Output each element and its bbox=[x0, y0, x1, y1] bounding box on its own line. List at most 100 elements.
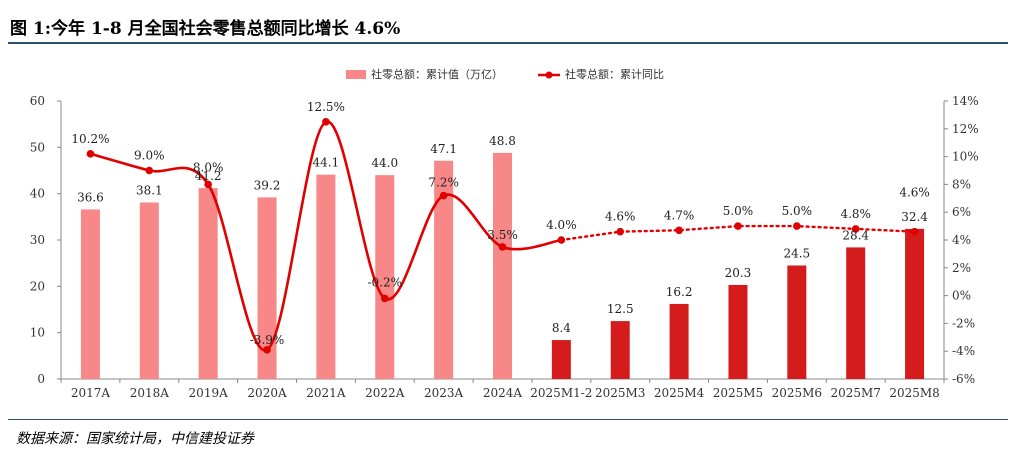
bar-2025M7 bbox=[846, 247, 866, 379]
left-tick-label: 20 bbox=[30, 279, 45, 293]
bar-2024A bbox=[493, 152, 512, 379]
bar-value-label: 32.4 bbox=[901, 210, 928, 224]
data-labels: 36.6 38.1 41.2 39.2 44.1 44.0 47.1 48.8 8.4 12.5 1… bbox=[71, 100, 929, 347]
line-value-label: 4.6% bbox=[899, 186, 930, 200]
line-value-label: -0.2% bbox=[367, 275, 402, 289]
line-value-label: 7.2% bbox=[428, 176, 459, 190]
line-point-2025M7 bbox=[851, 225, 860, 233]
bar-value-label: 24.5 bbox=[783, 246, 810, 260]
chart-title: 图 1:今年 1-8 月全国社会零售总额同比增长 4.6% bbox=[10, 19, 401, 39]
left-tick-label: 0 bbox=[37, 372, 45, 386]
left-tick-label: 40 bbox=[30, 187, 45, 201]
x-tick-label: 2025M3 bbox=[595, 386, 645, 400]
x-tick-label: 2023A bbox=[424, 386, 464, 400]
left-tick-label: 30 bbox=[30, 233, 45, 247]
right-tick-label: 8% bbox=[952, 177, 971, 191]
bar-2021A bbox=[316, 174, 336, 379]
x-tick-label: 2019A bbox=[189, 386, 229, 400]
x-tick-label: 2021A bbox=[306, 386, 346, 400]
line-point-2024A bbox=[498, 243, 507, 251]
bar-2018A bbox=[139, 202, 159, 379]
bar-2025M6 bbox=[787, 265, 807, 379]
line-value-label: 8.0% bbox=[193, 160, 224, 174]
bar-value-label: 47.1 bbox=[430, 142, 457, 156]
x-tick-label: 2017A bbox=[71, 386, 111, 400]
bar-value-label: 48.8 bbox=[489, 134, 516, 148]
right-tick-label: 4% bbox=[952, 233, 971, 247]
bar-value-label: 12.5 bbox=[607, 302, 634, 316]
line-point-2025M3 bbox=[616, 227, 625, 236]
title-divider bbox=[8, 42, 1008, 44]
bars bbox=[80, 152, 925, 379]
line-point-2025M4 bbox=[675, 226, 683, 235]
line-point-2025M5 bbox=[734, 222, 742, 230]
bar-2025M1-2 bbox=[551, 340, 571, 379]
source-divider bbox=[8, 419, 1008, 420]
right-tick-label: -6% bbox=[952, 372, 975, 386]
line-value-label: 4.6% bbox=[605, 210, 636, 224]
bar-2022A bbox=[375, 175, 395, 379]
bar-value-label: 36.6 bbox=[77, 190, 104, 204]
line-point-2022A bbox=[380, 294, 389, 303]
line-value-label: 5.0% bbox=[782, 204, 813, 218]
bar-2019A bbox=[198, 188, 218, 379]
right-tick-label: 0% bbox=[952, 289, 971, 303]
bar-2023A bbox=[434, 160, 454, 379]
right-tick-label: 10% bbox=[952, 150, 979, 164]
legend-bar-label: 社零总额：累计值（万亿） bbox=[371, 67, 503, 81]
line-value-label: 12.5% bbox=[307, 100, 345, 114]
right-tick-label: -2% bbox=[952, 316, 975, 330]
line-value-label: 10.2% bbox=[71, 132, 109, 146]
line-value-label: 4.8% bbox=[840, 207, 871, 221]
bar-value-label: 16.2 bbox=[666, 285, 693, 299]
bar-value-label: 38.1 bbox=[136, 183, 163, 197]
bar-2017A bbox=[80, 209, 100, 379]
bar-value-label: 44.1 bbox=[313, 156, 340, 170]
line-value-label: -3.9% bbox=[250, 333, 285, 347]
legend-line-label: 社零总额：累计同比 bbox=[565, 67, 664, 81]
line-point-2021A bbox=[322, 118, 330, 126]
right-tick-label: 12% bbox=[952, 122, 979, 136]
right-tick-label: -4% bbox=[952, 344, 975, 358]
line-point-2025M1-2 bbox=[557, 236, 566, 244]
x-tick-label: 2024A bbox=[483, 386, 523, 400]
line-value-label: 4.7% bbox=[664, 208, 695, 222]
right-tick-label: 6% bbox=[952, 205, 971, 219]
x-tick-label: 2022A bbox=[365, 386, 405, 400]
line-value-label: 5.0% bbox=[723, 204, 754, 218]
x-tick-label: 2025M7 bbox=[830, 386, 880, 400]
right-tick-label: 2% bbox=[952, 261, 971, 275]
x-tick-label: 2018A bbox=[130, 386, 170, 400]
bar-value-label: 41.2 bbox=[195, 169, 222, 183]
line-point-2025M6 bbox=[793, 222, 801, 230]
bar-2020A bbox=[257, 197, 277, 379]
left-tick-label: 10 bbox=[30, 326, 45, 340]
x-tick-label: 2025M5 bbox=[713, 386, 763, 400]
line-point-2023A bbox=[439, 191, 448, 200]
x-tick-label: 2025M4 bbox=[654, 386, 705, 400]
line-point-2017A bbox=[86, 150, 95, 158]
right-tick-label: 14% bbox=[952, 94, 979, 108]
x-tick-label: 2025M6 bbox=[772, 386, 822, 400]
bar-value-label: 39.2 bbox=[254, 178, 281, 192]
left-tick-label: 50 bbox=[30, 140, 45, 154]
left-tick-label: 60 bbox=[30, 94, 45, 108]
bar-2025M3 bbox=[610, 321, 630, 379]
line-point-2025M8 bbox=[910, 227, 919, 236]
bar-2025M8 bbox=[905, 228, 925, 379]
bar-2025M5 bbox=[728, 284, 748, 379]
line-value-label: 9.0% bbox=[134, 149, 165, 163]
legend-bar-swatch bbox=[346, 70, 366, 79]
legend: 社零总额：累计值（万亿） 社零总额：累计同比 bbox=[346, 67, 664, 81]
line-series bbox=[86, 118, 919, 354]
source-note: 数据来源：国家统计局，中信建投证券 bbox=[16, 431, 254, 447]
line-point-2018A bbox=[145, 166, 154, 175]
bar-value-label: 28.4 bbox=[842, 228, 869, 242]
bar-2025M4 bbox=[669, 303, 689, 379]
bar-value-label: 20.3 bbox=[725, 266, 752, 280]
line-point-2020A bbox=[263, 346, 271, 354]
line-point-2019A bbox=[204, 180, 212, 189]
x-tick-label: 2020A bbox=[247, 386, 287, 400]
x-tick-label: 2025M1-2 bbox=[530, 386, 592, 400]
